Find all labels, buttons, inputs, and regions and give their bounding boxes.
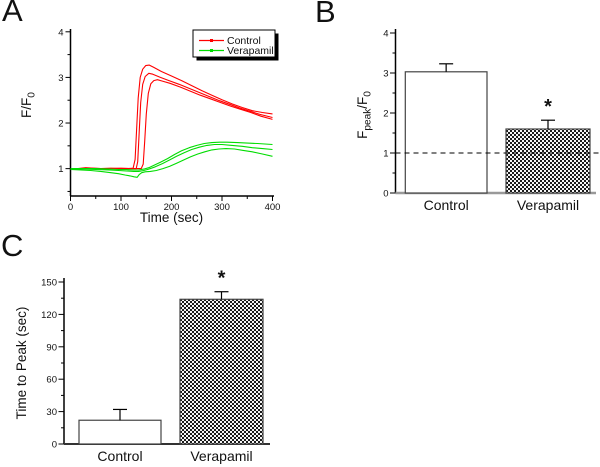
svg-text:120: 120 xyxy=(41,310,57,321)
trace-control-3 xyxy=(70,79,273,171)
significance-asterisk: * xyxy=(218,268,226,290)
y-axis-title: Time to Peak (sec) xyxy=(14,307,29,420)
svg-text:400: 400 xyxy=(265,202,281,213)
panel-label-b: B xyxy=(315,0,336,29)
error-bar xyxy=(439,63,454,72)
svg-text:4: 4 xyxy=(58,27,63,38)
category-label: Verapamil xyxy=(190,448,252,464)
svg-text:0: 0 xyxy=(383,189,388,200)
panel-label-a: A xyxy=(2,0,23,28)
category-label: Control xyxy=(97,448,142,464)
bar-control xyxy=(78,419,162,445)
svg-text:3: 3 xyxy=(58,73,63,84)
bar-control xyxy=(404,71,488,194)
svg-text:100: 100 xyxy=(113,202,129,213)
svg-text:200: 200 xyxy=(164,202,180,213)
panel-c-bar-chart: 0 30 60 90 120 150 Time to Peak (sec) Control * V… xyxy=(14,268,270,464)
y-axis-title: F/F0 xyxy=(19,92,38,118)
svg-text:4: 4 xyxy=(383,29,388,40)
tick-labels: 0 30 60 90 120 150 xyxy=(41,278,57,451)
tick-labels: 0 1 2 3 4 xyxy=(383,29,388,200)
ticks xyxy=(58,281,64,445)
error-bar xyxy=(541,119,555,129)
svg-text:300: 300 xyxy=(214,202,230,213)
svg-text:1: 1 xyxy=(58,164,63,175)
error-bar xyxy=(113,408,127,421)
legend-label: Verapamil xyxy=(227,45,274,57)
panel-label-c: C xyxy=(1,228,24,263)
ticks xyxy=(65,31,273,201)
significance-asterisk: * xyxy=(544,96,552,118)
bar-verapamil xyxy=(179,298,264,445)
y-axis-title: Fpeak/F0 xyxy=(355,91,374,139)
panel-a-line-chart: 0 100 200 300 400 1 2 3 4 Time (sec) F/F0 ControlVe… xyxy=(19,27,280,225)
tick-labels: 0 100 200 300 400 1 2 3 4 xyxy=(58,27,280,213)
trace-verapamil-1 xyxy=(70,141,273,171)
trace-verapamil-2 xyxy=(70,143,273,172)
bar-verapamil xyxy=(505,128,591,194)
panel-b-bar-chart: 0 1 2 3 4 Fpeak/F0 Control * Verapamil xyxy=(355,29,600,213)
svg-text:0: 0 xyxy=(52,440,57,451)
svg-text:60: 60 xyxy=(46,375,57,386)
svg-text:150: 150 xyxy=(41,278,57,289)
category-label: Verapamil xyxy=(517,197,579,213)
svg-text:2: 2 xyxy=(383,109,388,120)
svg-text:0: 0 xyxy=(68,202,73,213)
x-axis-title: Time (sec) xyxy=(140,210,203,225)
error-bar xyxy=(214,291,229,300)
svg-text:3: 3 xyxy=(383,69,388,80)
svg-text:1: 1 xyxy=(383,149,388,160)
svg-text:30: 30 xyxy=(46,407,57,418)
trace-verapamil-3 xyxy=(70,148,273,178)
category-label: Control xyxy=(424,197,469,213)
legend-label: Control xyxy=(227,35,261,47)
trace-control-1 xyxy=(70,64,273,170)
svg-text:90: 90 xyxy=(46,342,57,353)
trace-lines xyxy=(70,64,273,178)
svg-text:2: 2 xyxy=(58,119,63,130)
trace-control-2 xyxy=(70,72,273,170)
ticks xyxy=(390,32,396,194)
